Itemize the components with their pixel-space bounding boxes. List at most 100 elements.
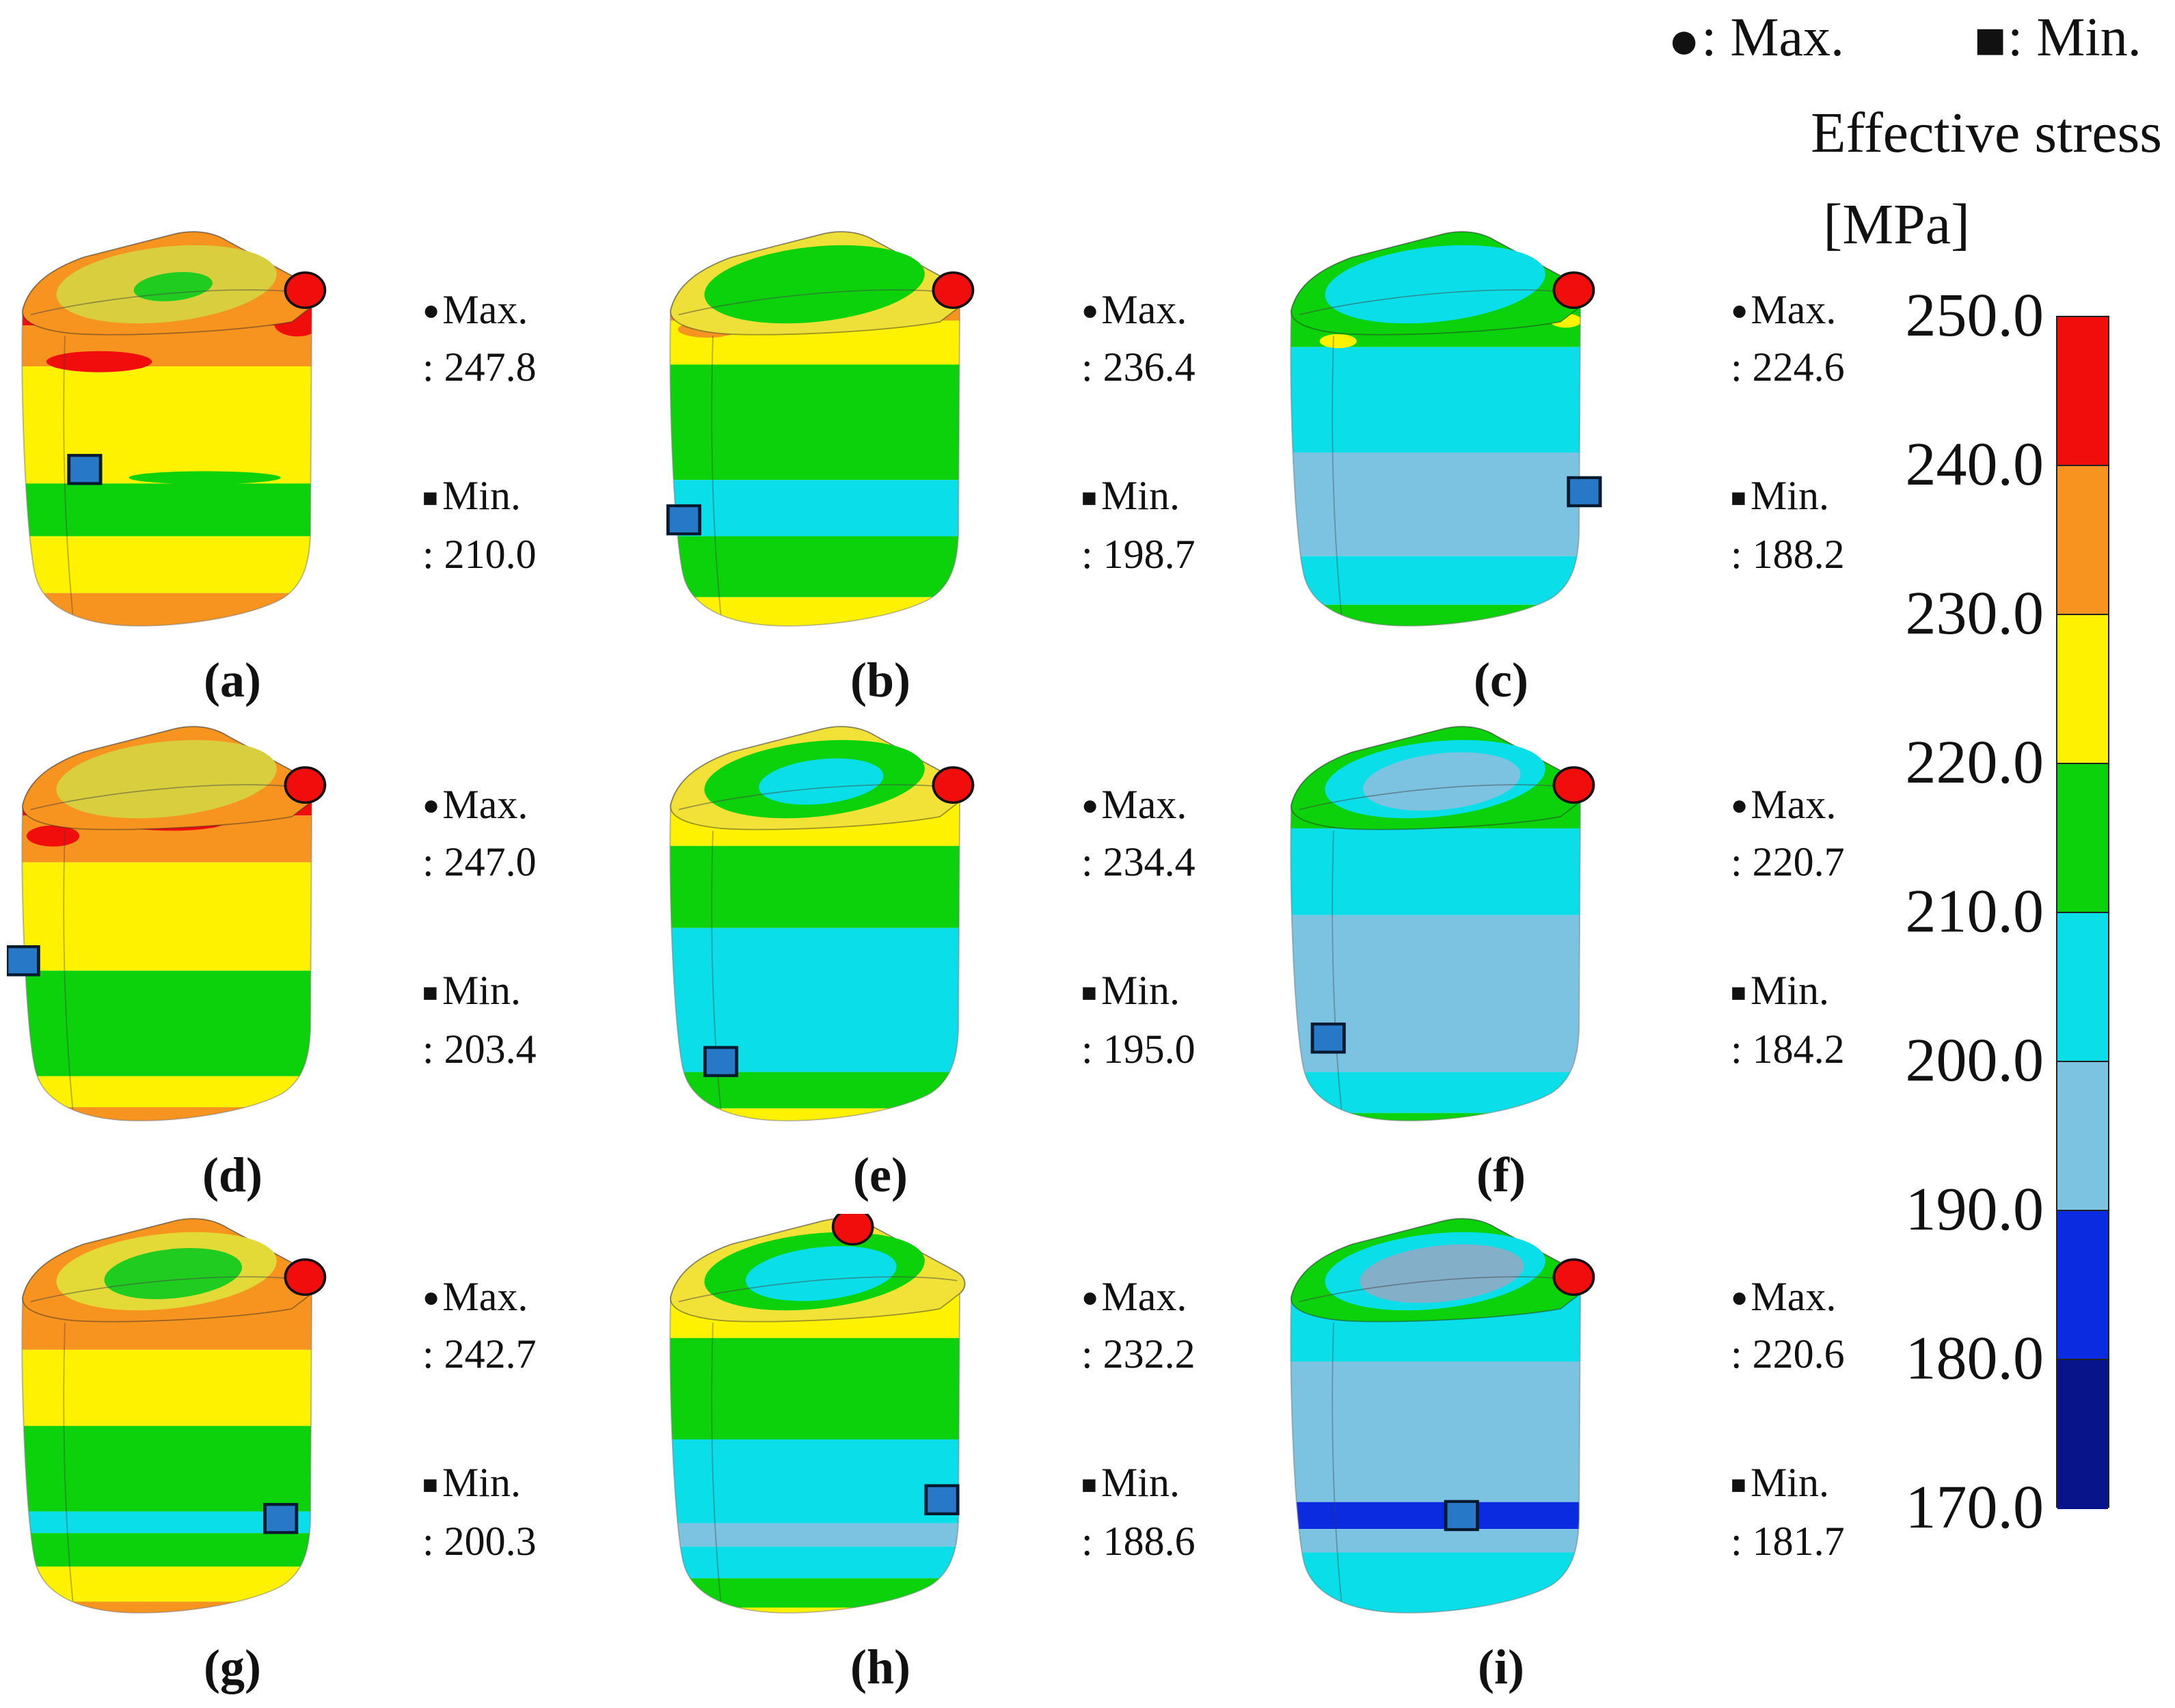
min-label: Min. [1100,968,1180,1013]
min-marker [924,1484,960,1515]
max-label-line: ●Max. [1731,282,1977,339]
min-marker [7,945,40,977]
min-marker [263,1503,299,1534]
min-square-icon: ■ [1081,979,1097,1007]
min-value: : 195.0 [1081,1027,1195,1072]
max-value: : 220.7 [1731,839,1845,884]
stress-model-g [21,1218,327,1614]
colorbar-tick-label: 250.0 [1905,282,2044,349]
min-label-line: ■ Min. [422,1454,668,1513]
min-value: : 188.2 [1731,532,1845,577]
panel-stats-e: ●Max.: 234.4 ■ Min.: 195.0 [1081,776,1327,1077]
stress-model-h [669,1214,966,1614]
panel-label-f: (f) [1476,1148,1526,1202]
max-label: Max. [1101,1274,1187,1319]
max-label-line: ●Max. [1081,1269,1327,1326]
max-dot-icon: ● [1081,790,1099,822]
max-marker [932,766,975,804]
min-label-line: ■ Min. [1731,467,1977,526]
max-label-line: ●Max. [1081,282,1327,339]
panel-stats-i: ●Max. : 220.6 ■ Min. : 181.7 [1731,1269,1977,1569]
max-label: Max. [442,1274,528,1319]
stress-model-c [1290,231,1602,627]
panel-label-b: (b) [850,653,910,707]
min-square-icon: ■ [1731,979,1746,1007]
min-label: Min. [1100,1460,1180,1505]
colorbar-title: Effective stress [1811,101,2162,165]
legend-max: ●: Max. [1668,7,1844,71]
max-dot-icon: ● [1081,295,1099,327]
min-square-icon: ■ [1081,484,1097,513]
max-label-line: ●Max. [422,776,668,834]
max-label: Max. [1751,1274,1837,1319]
min-marker [703,1046,739,1077]
min-value: : 200.3 [422,1519,537,1564]
panel-label-a: (a) [204,653,261,707]
max-label-line: ●Max. [1081,776,1327,834]
min-square-icon: ■ [1731,1471,1746,1500]
min-label-line: ■ Min. [1081,1454,1327,1513]
min-label: Min. [442,968,521,1013]
max-value: : 247.0 [422,839,537,884]
max-marker [284,271,327,309]
colorbar-tick-label: 190.0 [1905,1176,2044,1243]
panel-stats-b: ●Max.: 236.4 ■ Min.: 198.7 [1081,282,1327,582]
min-marker [67,454,103,485]
colorbar-tick-label: 230.0 [1905,580,2044,647]
min-label-line: ■ Min. [422,962,668,1021]
min-label: Min. [1750,968,1829,1013]
min-square-icon: ■ [1731,484,1746,513]
colorbar-tick-label: 220.0 [1905,729,2044,796]
max-dot-icon: ● [1731,790,1748,822]
min-value: : 184.2 [1731,1027,1845,1072]
max-value: : 224.6 [1731,344,1845,390]
min-label-line: ■ Min. [1081,467,1327,526]
legend-min: ■: Min. [1974,7,2142,71]
max-label: Max. [1751,782,1837,827]
max-label: Max. [442,782,528,827]
max-marker [1552,766,1595,804]
panel-stats-d: ●Max. : 247.0 ■ Min. : 203.4 [422,776,668,1077]
colorbar-tick-label: 210.0 [1905,878,2044,945]
min-square-icon: ■ [1974,10,2007,70]
max-label: Max. [1751,287,1837,332]
min-square-icon: ■ [422,1471,438,1500]
min-label-line: ■ Min. [422,467,668,526]
min-marker [1567,476,1602,508]
max-value: : 220.6 [1731,1331,1845,1377]
stress-model-i [1290,1218,1595,1614]
stress-colorbar [2056,316,2109,1509]
max-label-line: ●Max. [422,1269,668,1326]
panel-label-e: (e) [853,1148,908,1202]
stress-model-b [666,231,975,627]
min-marker [1444,1500,1479,1532]
stress-model-d [7,726,327,1122]
colorbar-segment [2057,317,2108,466]
panel-label-g: (g) [204,1640,261,1694]
min-square-icon: ■ [1081,1471,1097,1500]
max-marker [932,271,975,309]
colorbar-segment [2057,1211,2108,1360]
max-dot-icon: ● [1731,295,1748,327]
colorbar-segment [2057,1062,2108,1211]
colorbar-segment [2057,1360,2108,1509]
min-square-icon: ■ [422,484,438,513]
max-dot-icon: ● [1081,1282,1099,1314]
min-label-line: ■ Min. [1731,1454,1977,1513]
colorbar-tick-label: 200.0 [1905,1027,2044,1094]
max-dot-icon: ● [422,1282,440,1314]
max-label: Max. [1101,287,1187,332]
max-dot-icon: ● [1731,1282,1748,1314]
min-label: Min. [442,473,521,518]
colorbar-segment [2057,913,2108,1062]
stress-model-e [669,726,975,1122]
colorbar-segment [2057,466,2108,615]
colorbar-segment [2057,615,2108,764]
max-value: : 232.2 [1081,1331,1195,1377]
min-value: : 203.4 [422,1027,537,1072]
min-value: : 188.6 [1081,1519,1195,1564]
min-label-line: ■ Min. [1081,962,1327,1021]
min-value: : 181.7 [1731,1519,1845,1564]
legend-min-label: : Min. [2008,8,2142,68]
